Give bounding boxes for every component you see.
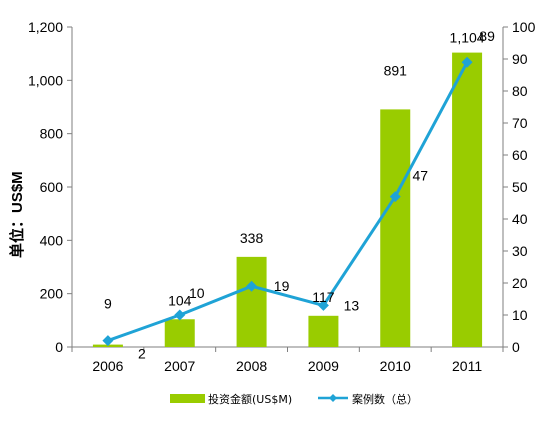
left-tick-label: 1,000 xyxy=(28,72,63,88)
bar-data-label: 117 xyxy=(312,289,335,305)
x-tick-label: 2011 xyxy=(452,358,482,374)
left-tick-label: 600 xyxy=(40,179,64,195)
bar-series xyxy=(92,52,483,348)
bar xyxy=(452,52,483,347)
bar-data-label: 1,104 xyxy=(450,30,485,46)
right-tick-label: 100 xyxy=(512,19,536,35)
right-tick-label: 50 xyxy=(512,179,528,195)
bar-data-label: 338 xyxy=(240,230,264,246)
line-point xyxy=(102,335,114,347)
legend-label-line: 案例数（总） xyxy=(352,392,418,406)
line-point xyxy=(317,299,329,311)
legend-label-bar: 投资金额(US$M) xyxy=(208,392,292,406)
right-tick-label: 40 xyxy=(512,211,528,227)
x-tick-label: 2007 xyxy=(164,358,195,374)
line-data-label: 47 xyxy=(412,168,428,184)
line-series xyxy=(102,56,473,347)
left-tick-label: 800 xyxy=(40,126,64,142)
bar xyxy=(380,109,411,348)
line-point xyxy=(246,280,258,292)
axes: 0 200 400 600 800 1,000 1,200 0 10 20 30 40 50 60 70 80… xyxy=(28,19,536,374)
right-tick-label: 90 xyxy=(512,51,528,67)
line-data-label: 19 xyxy=(274,278,290,294)
line-data-label: 89 xyxy=(479,28,495,44)
series-line xyxy=(107,61,469,343)
line-data-label: 10 xyxy=(189,285,205,301)
line-point xyxy=(461,56,473,68)
y-axis-label: 单位：US$M xyxy=(8,171,26,258)
right-tick-label: 20 xyxy=(512,275,528,291)
bar-data-label: 9 xyxy=(104,296,112,312)
legend-marker-line xyxy=(329,394,337,402)
right-tick-label: 60 xyxy=(512,147,528,163)
line-point xyxy=(174,309,186,321)
x-tick-label: 2006 xyxy=(92,358,123,374)
bar xyxy=(164,319,195,347)
right-tick-label: 70 xyxy=(512,115,528,131)
right-tick-label: 30 xyxy=(512,243,528,259)
line-data-label: 13 xyxy=(344,297,360,313)
x-tick-label: 2010 xyxy=(380,358,411,374)
right-tick-label: 0 xyxy=(512,339,520,355)
line-data-label: 2 xyxy=(138,346,146,362)
x-tick-label: 2008 xyxy=(236,358,267,374)
right-tick-label: 80 xyxy=(512,83,528,99)
legend: 投资金额(US$M) 案例数（总） xyxy=(170,392,418,406)
line-point xyxy=(389,191,401,203)
data-labels: 9 104 338 117 891 1,104 2 10 19 13 47 89 xyxy=(104,28,495,361)
bar xyxy=(308,315,339,347)
left-tick-label: 400 xyxy=(40,232,64,248)
x-tick-label: 2009 xyxy=(308,358,339,374)
bar xyxy=(236,256,267,347)
left-tick-label: 0 xyxy=(55,339,63,355)
left-tick-label: 200 xyxy=(40,286,64,302)
left-tick-label: 1,200 xyxy=(28,19,63,35)
right-tick-label: 10 xyxy=(512,307,528,323)
legend-swatch-bar xyxy=(170,394,205,403)
bar-data-label: 891 xyxy=(384,62,408,78)
bar-data-label: 104 xyxy=(168,292,192,308)
